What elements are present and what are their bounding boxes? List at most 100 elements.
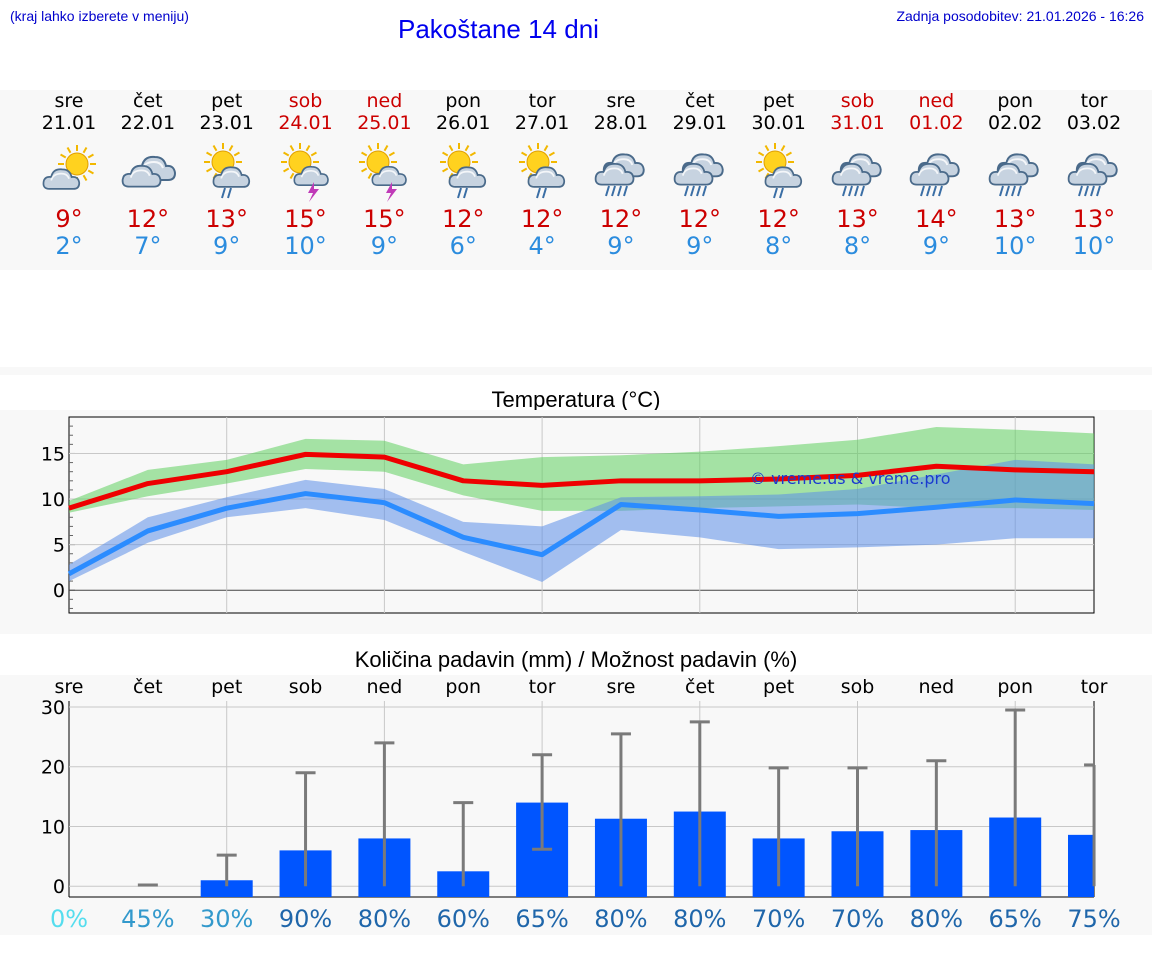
precipitation-bar — [1068, 834, 1094, 897]
day-date: 27.01 — [514, 112, 570, 134]
cloudy-icon — [121, 155, 176, 188]
day-date: 22.01 — [120, 112, 176, 134]
precipitation-chance: 30% — [200, 905, 253, 933]
day-date: 30.01 — [751, 112, 806, 134]
day-label: pet — [763, 676, 794, 698]
day-date: 28.01 — [593, 112, 649, 134]
max-temperature: 15° — [284, 205, 327, 233]
min-temperature-line — [67, 491, 1095, 576]
day-date: 26.01 — [436, 112, 491, 134]
min-temperature: 10° — [284, 232, 327, 260]
day-name: tor — [1080, 90, 1108, 112]
sun-thunder-icon — [280, 143, 329, 202]
forecast-day: pet 30.01 12° 8° — [740, 90, 818, 260]
min-temperature: 9° — [607, 232, 635, 260]
y-tick-label: 30 — [41, 697, 65, 719]
day-name: pon — [997, 90, 1034, 112]
max-temperature: 12° — [126, 205, 170, 233]
precipitation-chance: 65% — [515, 905, 568, 933]
day-date: 23.01 — [199, 112, 254, 134]
precipitation-chance: 75% — [1067, 905, 1120, 933]
max-temperature: 13° — [836, 205, 879, 233]
day-label: pon — [997, 676, 1033, 698]
sun-cloud-rain-icon — [519, 143, 566, 199]
precipitation-chance: 60% — [437, 905, 490, 933]
forecast-day: sre 28.01 12° 9° — [582, 90, 660, 260]
temperature-chart-title: Temperatura (°C) — [491, 387, 661, 412]
forecast-day: sob 31.01 13° 8° — [819, 90, 897, 260]
rain-cloud-icon — [673, 153, 724, 197]
rain-cloud-icon — [594, 153, 645, 197]
day-name: pon — [445, 90, 482, 112]
day-label: ned — [918, 676, 954, 698]
y-tick-label: 10 — [41, 489, 65, 511]
precipitation-chart-title: Količina padavin (mm) / Možnost padavin … — [354, 647, 798, 672]
day-name: pet — [211, 90, 243, 112]
day-date: 21.01 — [41, 112, 97, 134]
y-tick-label: 10 — [41, 816, 65, 838]
day-date: 24.01 — [278, 112, 333, 134]
max-temperature: 9° — [55, 205, 83, 233]
day-name: ned — [918, 90, 955, 112]
last-update: Zadnja posodobitev: 21.01.2026 - 16:26 — [896, 8, 1144, 24]
precipitation-chance: 65% — [989, 905, 1042, 933]
day-name: čet — [685, 90, 715, 112]
y-tick-label: 20 — [41, 757, 65, 779]
rain-cloud-icon — [831, 153, 882, 197]
forecast-day: pon 02.02 13° 10° — [976, 90, 1054, 260]
day-date: 03.02 — [1066, 112, 1122, 134]
day-name: sre — [606, 90, 636, 112]
y-tick-label: 0 — [53, 580, 65, 602]
watermark: © vreme.us & vreme.pro — [750, 469, 951, 488]
sun-cloud-rain-icon — [440, 143, 487, 199]
max-temperature: 12° — [678, 205, 722, 233]
partly-cloudy-icon — [42, 145, 96, 190]
max-temperature: 15° — [363, 205, 406, 233]
max-temperature: 12° — [441, 205, 485, 233]
forecast-day: sob 24.01 15° 10° — [267, 90, 345, 260]
sun-cloud-rain-icon — [755, 143, 802, 199]
precipitation-chance: 80% — [358, 905, 411, 933]
day-name: pet — [763, 90, 795, 112]
day-name: tor — [528, 90, 556, 112]
day-name: ned — [366, 90, 403, 112]
forecast-day: pon 26.01 12° 6° — [424, 90, 502, 260]
min-temperature-range-band — [69, 459, 1095, 583]
forecast-day: čet 29.01 12° 9° — [661, 90, 739, 260]
day-label: ned — [367, 676, 403, 698]
min-temperature: 10° — [993, 232, 1037, 260]
forecast-day: čet 22.01 12° 7° — [109, 90, 187, 260]
precipitation-chance: 80% — [673, 905, 726, 933]
max-temperature: 14° — [915, 205, 958, 233]
forecast-day: sre 21.01 9° 2° — [30, 90, 108, 260]
day-date: 31.01 — [830, 112, 885, 134]
day-name: sob — [840, 90, 875, 112]
day-label: sob — [289, 676, 323, 698]
y-tick-label: 5 — [53, 535, 65, 557]
daily-forecast-panel: sre 21.01 9° 2° čet 22.01 12° 7° pet 23.01 13° 9° so… — [0, 90, 1152, 270]
day-label: sre — [606, 676, 635, 698]
temperature-chart: 0 5 10 15 © vreme.us & vreme.pro — [41, 416, 1095, 614]
min-temperature: 6° — [449, 232, 477, 260]
max-temperature: 13° — [1072, 205, 1116, 233]
day-date: 25.01 — [357, 112, 412, 134]
precipitation-bar — [200, 880, 253, 897]
forecast-day: ned 01.02 14° 9° — [897, 90, 975, 260]
max-temperature: 12° — [599, 205, 643, 233]
y-tick-label: 0 — [53, 876, 65, 898]
forecast-day: ned 25.01 15° 9° — [345, 90, 423, 260]
min-temperature: 2° — [55, 232, 83, 260]
forecast-day: pet 23.01 13° 9° — [188, 90, 266, 260]
max-temperature: 12° — [757, 205, 800, 233]
forecast-day: tor 03.02 13° 10° — [1055, 90, 1133, 260]
min-temperature: 9° — [213, 232, 241, 260]
max-temperature: 13° — [205, 205, 248, 233]
min-temperature: 4° — [528, 232, 556, 260]
precipitation-chance: 0% — [50, 905, 88, 933]
sun-cloud-rain-icon — [203, 143, 250, 199]
precipitation-chance: 80% — [594, 905, 647, 933]
min-temperature: 9° — [686, 232, 714, 260]
max-temperature: 13° — [993, 205, 1037, 233]
day-name: čet — [133, 90, 163, 112]
